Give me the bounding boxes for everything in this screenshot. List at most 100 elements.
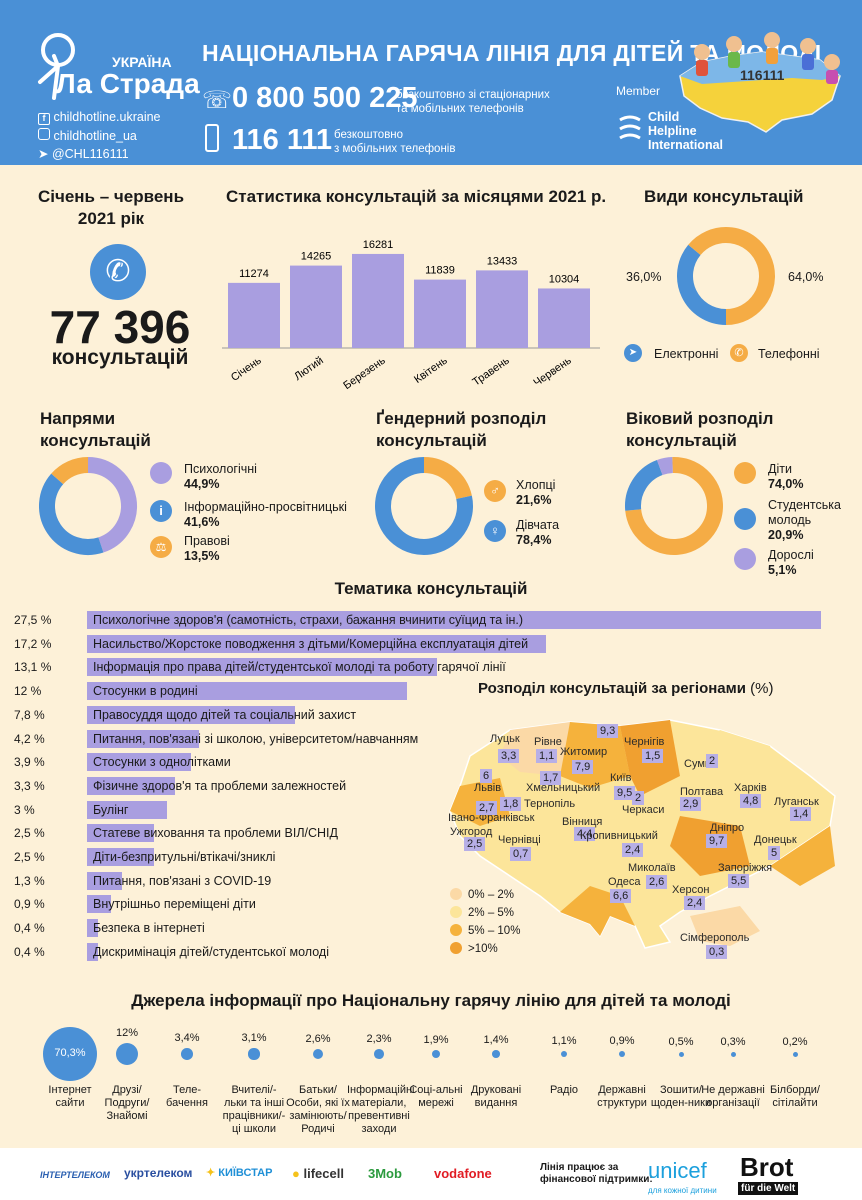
source-label: Зошити/ щоден-ники <box>650 1084 712 1109</box>
social-facebook[interactable]: f childhotline.ukraine <box>38 110 161 125</box>
age-value-adults: 5,1% <box>768 563 797 577</box>
topic-row: 4,2 % Питання, пов'язані зі школою, уніве… <box>0 729 862 749</box>
topic-row: 3 % Булінг <box>0 800 862 820</box>
donut-slice <box>688 227 775 325</box>
legend-label: >10% <box>468 943 498 955</box>
age-label-students-2: молодь <box>768 513 812 527</box>
sponsor-kyivstar-label: КИЇВСТАР <box>218 1167 273 1179</box>
phone-1-note-line-2: та мобільних телефонів <box>396 103 524 115</box>
sponsor-3mob[interactable]: 3Mob <box>368 1166 402 1181</box>
month-bar <box>538 288 590 348</box>
sponsor-ukrtelecom[interactable]: укртелеком <box>124 1166 193 1180</box>
support-note: Лінія працює за фінансової підтримки: <box>540 1162 653 1186</box>
topic-bar <box>87 776 176 795</box>
topic-label: Стосунки з однолітками <box>93 755 231 770</box>
source-bubble <box>115 1042 139 1066</box>
topic-row: 0,4 % Дискримінація дітей/студентської мо… <box>0 942 862 962</box>
regions-title: Розподіл консультацій за регіонами (%) <box>478 680 773 697</box>
social-telegram[interactable]: ➤ @CHL116111 <box>38 146 129 161</box>
age-value-children: 74,0% <box>768 477 804 491</box>
types-pct-electronic: 36,0% <box>626 270 662 284</box>
donut-slice <box>625 457 723 555</box>
sponsor-lifecell-label: lifecell <box>303 1166 344 1181</box>
topic-percent: 0,4 % <box>14 944 45 959</box>
topic-label: Питання, пов'язані з COVID-19 <box>93 873 272 888</box>
social-instagram[interactable]: childhotline_ua <box>38 128 137 143</box>
topic-bar <box>87 611 821 629</box>
types-donut <box>677 227 775 325</box>
directions-value-2: 41,6% <box>184 515 220 529</box>
donut-slice <box>39 473 104 555</box>
age-item-adults: Дорослі 5,1% <box>768 548 814 578</box>
types-pct-phone: 64,0% <box>788 270 824 284</box>
source-label: Друковані видання <box>470 1084 522 1109</box>
topic-label: Фізичне здоров'я та проблеми залежностей <box>93 778 347 793</box>
source-bubble <box>181 1048 193 1060</box>
gender-label-boys: Хлопці <box>516 478 556 492</box>
source-bubble <box>431 1049 441 1059</box>
chi-logo-icon <box>619 115 641 140</box>
topic-percent: 13,1 % <box>14 660 52 675</box>
sponsor-vodafone[interactable]: vodafone <box>434 1166 492 1181</box>
source-percent: 70,3% <box>54 1047 86 1059</box>
source-percent: 3,4% <box>174 1032 200 1045</box>
support-note-1: Лінія працює за <box>540 1162 619 1173</box>
donut-slice <box>423 457 472 500</box>
sources-title: Джерела інформації про Національну гаряч… <box>131 991 731 1010</box>
instagram-icon <box>38 128 50 140</box>
sponsor-intertelecom[interactable]: ІНТЕРТЕЛЕКОМ <box>40 1170 110 1180</box>
phone-number-2[interactable]: 116 111 <box>232 124 333 156</box>
legend-label: 5% – 10% <box>468 925 521 937</box>
source-label: Радіо <box>549 1084 579 1096</box>
donut-slice <box>87 457 137 553</box>
brot-logo[interactable]: Brot <box>740 1152 794 1182</box>
source-bubble <box>792 1051 798 1057</box>
telegram-handle: @CHL116111 <box>51 147 129 161</box>
instagram-handle: childhotline_ua <box>53 129 137 143</box>
scales-icon: ⚖ <box>150 536 172 558</box>
source-percent: 2,3% <box>366 1033 392 1046</box>
unicef-logo[interactable]: unicef <box>648 1158 707 1183</box>
unicef-subtitle: для кожної дитини <box>648 1186 717 1195</box>
directions-item-1: Психологічні 44,9% <box>184 462 257 492</box>
source-label: Інформаційні матеріали, превентивні захо… <box>347 1084 415 1135</box>
sponsor-kyivstar[interactable]: ✦ КИЇВСТАР <box>206 1166 272 1179</box>
month-tick-label: Березень <box>341 354 388 392</box>
source-label: Батьки/ Особи, які їх замінюють/ Родичі <box>286 1084 350 1135</box>
legend-swatch <box>450 906 462 918</box>
source-bubble <box>618 1050 626 1058</box>
source-percent: 0,5% <box>668 1035 694 1048</box>
topic-row: 7,8 % Правосуддя щодо дітей та соціальний… <box>0 705 862 725</box>
age-label-students-1: Студентська <box>768 498 841 512</box>
sponsor-lifecell[interactable]: ● lifecell <box>292 1166 344 1181</box>
legend-swatch <box>450 924 462 936</box>
month-value-label: 16281 <box>363 239 394 251</box>
directions-item-3: Правові 13,5% <box>184 534 230 564</box>
source-label: Інтернет сайти <box>48 1084 92 1109</box>
topic-percent: 12 % <box>14 684 42 699</box>
month-bar <box>476 270 528 348</box>
month-bar <box>228 282 280 348</box>
months-chart-title: Статистика консультацій за місяцями 2021… <box>226 187 607 206</box>
topic-label: Інформація про права дітей/студентської … <box>93 660 506 675</box>
topic-bar <box>87 871 122 890</box>
topic-label: Дискримінація дітей/студентської молоді <box>93 944 329 959</box>
gender-title-1: Ґендерний розподіл <box>376 409 547 428</box>
source-bubble <box>678 1051 684 1057</box>
phone-1-note: безкоштовно зі стаціонарних та мобільних… <box>396 88 550 116</box>
source-percent: 2,6% <box>305 1032 331 1045</box>
donut-slice <box>375 457 473 555</box>
telegram-icon: ➤ <box>38 147 49 161</box>
topic-label: Питання, пов'язані зі школою, університе… <box>93 731 419 746</box>
kyivstar-star-icon: ✦ <box>206 1167 216 1179</box>
phone-number-1[interactable]: 0 800 500 225 <box>232 82 418 114</box>
source-label: Соці-альні мережі <box>409 1084 463 1109</box>
topic-percent: 0,9 % <box>14 897 45 912</box>
gender-title-2: консультацій <box>376 431 487 450</box>
month-value-label: 11274 <box>239 268 269 280</box>
topic-bar <box>87 753 192 772</box>
topic-row: 1,3 % Питання, пов'язані з COVID-19 <box>0 871 862 891</box>
month-bar <box>290 265 342 348</box>
topic-label: Внутрішньо переміщені діти <box>93 897 256 912</box>
age-title-1: Віковий розподіл <box>626 409 774 428</box>
